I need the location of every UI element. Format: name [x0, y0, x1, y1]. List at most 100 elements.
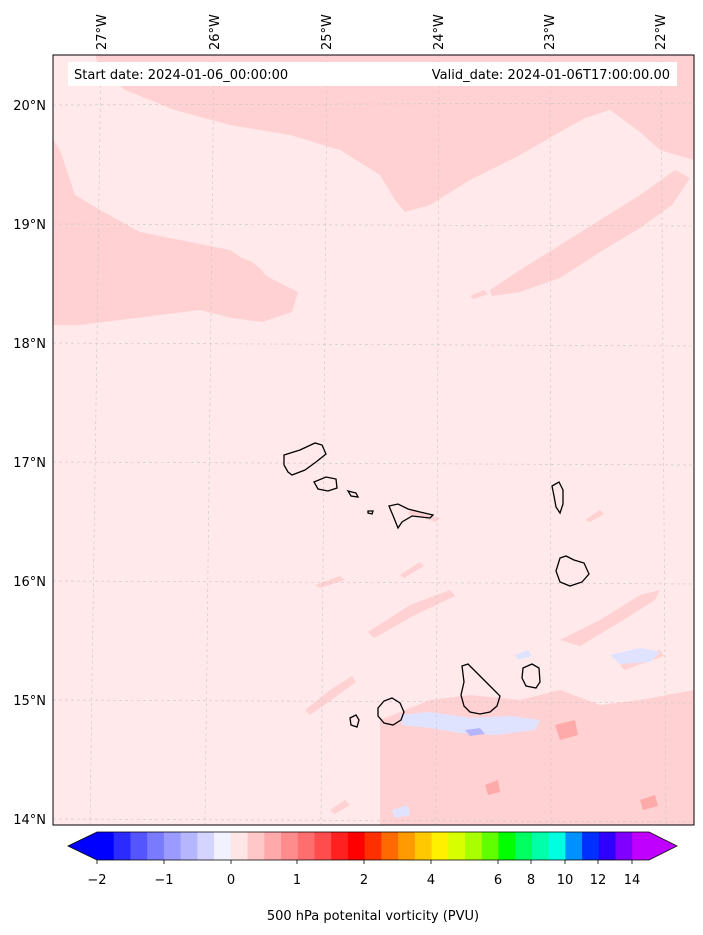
colorbar-swatch [347, 832, 366, 860]
colorbar-tick-label: 2 [360, 873, 368, 888]
colorbar-tick-label: 10 [557, 873, 574, 888]
colorbar-swatch [498, 832, 516, 860]
colorbar-tick-label: 1 [293, 873, 301, 888]
lon-label: 22°W [654, 14, 669, 50]
colorbar-swatch [414, 832, 432, 860]
island-sao-nicolau [388, 503, 435, 530]
lat-label: 18°N [13, 337, 46, 352]
lat-label: 14°N [13, 813, 46, 828]
colorbar-swatch [281, 832, 299, 860]
colorbar-extend-right [649, 832, 677, 860]
colorbar-tick-label: −2 [87, 873, 106, 888]
pv-band-north [95, 55, 694, 212]
pv-streak-small [470, 290, 488, 299]
colorbar-tick-label: 14 [624, 873, 641, 888]
colorbar-tick-label: −1 [154, 873, 173, 888]
colorbar-swatch [448, 832, 466, 860]
coastlines [283, 442, 590, 728]
pv-neg-1 [400, 712, 540, 735]
pv-core-2 [485, 780, 500, 795]
colorbar-swatch [230, 832, 248, 860]
colorbar-swatch [314, 832, 332, 860]
colorbar-swatch [632, 832, 650, 860]
gridlines [53, 55, 694, 825]
colorbar [67, 831, 678, 864]
colorbar-swatch [465, 832, 483, 860]
colorbar-swatch [113, 832, 131, 860]
colorbar-swatch [331, 832, 349, 860]
colorbar-swatch [582, 832, 600, 860]
pv-streak-11 [408, 510, 440, 522]
colorbar-swatch [97, 832, 115, 860]
lon-label: 24°W [432, 14, 447, 50]
lon-label: 27°W [95, 14, 110, 50]
pv-streak-8 [330, 800, 350, 814]
colorbar-swatch [531, 832, 550, 860]
pv-core-1 [555, 720, 578, 740]
island-santa-luzia [346, 489, 360, 498]
header-box [68, 62, 677, 86]
island-fogo [377, 697, 405, 726]
pv-streak-2 [400, 562, 424, 578]
colorbar-swatch [598, 832, 616, 860]
pv-neg-2 [465, 728, 485, 736]
island-santo-antao [283, 442, 327, 476]
pv-core-3 [640, 795, 658, 810]
colorbar-swatch [364, 832, 382, 860]
lon-label: 26°W [208, 14, 223, 50]
colorbar-tick-label: 12 [590, 873, 607, 888]
colorbar-swatch [214, 832, 232, 860]
lat-label: 19°N [13, 218, 46, 233]
colorbar-swatch [565, 832, 583, 860]
pv-blob-west [53, 140, 298, 325]
colorbar-tick-label: 4 [427, 873, 435, 888]
colorbar-swatch [247, 832, 265, 860]
lat-label: 20°N [13, 99, 46, 114]
colorbar-swatch [481, 832, 499, 860]
island-santiago [460, 663, 501, 715]
colorbar-swatch [381, 832, 399, 860]
map-background [53, 55, 694, 825]
start-date-text: Start date: 2024-01-06_00:00:00 [74, 68, 288, 83]
lat-label: 15°N [13, 694, 46, 709]
lon-label: 23°W [543, 14, 558, 50]
colorbar-swatch [431, 832, 449, 860]
colorbar-swatch [147, 832, 165, 860]
colorbar-extend-left [68, 832, 97, 860]
colorbar-swatch [163, 832, 182, 860]
island-sal [551, 481, 564, 515]
colorbar-ticks: −2 −1 0 1 2 4 6 8 10 12 14 [87, 873, 640, 888]
lat-label: 17°N [13, 456, 46, 471]
lat-label: 16°N [13, 575, 46, 590]
colorbar-swatch [264, 832, 282, 860]
island-sao-vicente [313, 476, 338, 492]
pv-neg-3 [610, 648, 660, 664]
pv-streak-3 [368, 590, 455, 638]
lon-labels: 27°W 26°W 25°W 24°W 23°W 22°W [95, 14, 669, 50]
colorbar-swatch [515, 832, 533, 860]
pv-neg-5 [392, 805, 410, 818]
pv-streak-9 [490, 740, 525, 760]
colorbar-swatch [548, 832, 566, 860]
island-raso [367, 510, 374, 515]
colorbar-swatch [197, 832, 215, 860]
lat-labels: 20°N 19°N 18°N 17°N 16°N 15°N 14°N [13, 99, 46, 828]
pv-neg-4 [515, 650, 532, 660]
pv-blob-nw-small [242, 258, 264, 278]
colorbar-swatch [297, 832, 315, 860]
colorbar-swatch [398, 832, 416, 860]
pv-streak-east [490, 170, 690, 296]
colorbar-swatch [180, 832, 198, 860]
map-frame [52, 54, 695, 826]
colorbar-title: 500 hPa potenital vorticity (PVU) [267, 909, 479, 924]
island-brava [349, 714, 360, 728]
valid-date-text: Valid_date: 2024-01-06T17:00:00.00 [432, 68, 670, 83]
island-boa-vista [555, 555, 590, 587]
colorbar-tick-label: 6 [494, 873, 502, 888]
lon-label: 25°W [320, 14, 335, 50]
colorbar-tick-label: 0 [227, 873, 235, 888]
colorbar-swatch [615, 832, 633, 860]
pv-streak-5 [305, 676, 356, 715]
colorbar-tick-label: 8 [527, 873, 535, 888]
